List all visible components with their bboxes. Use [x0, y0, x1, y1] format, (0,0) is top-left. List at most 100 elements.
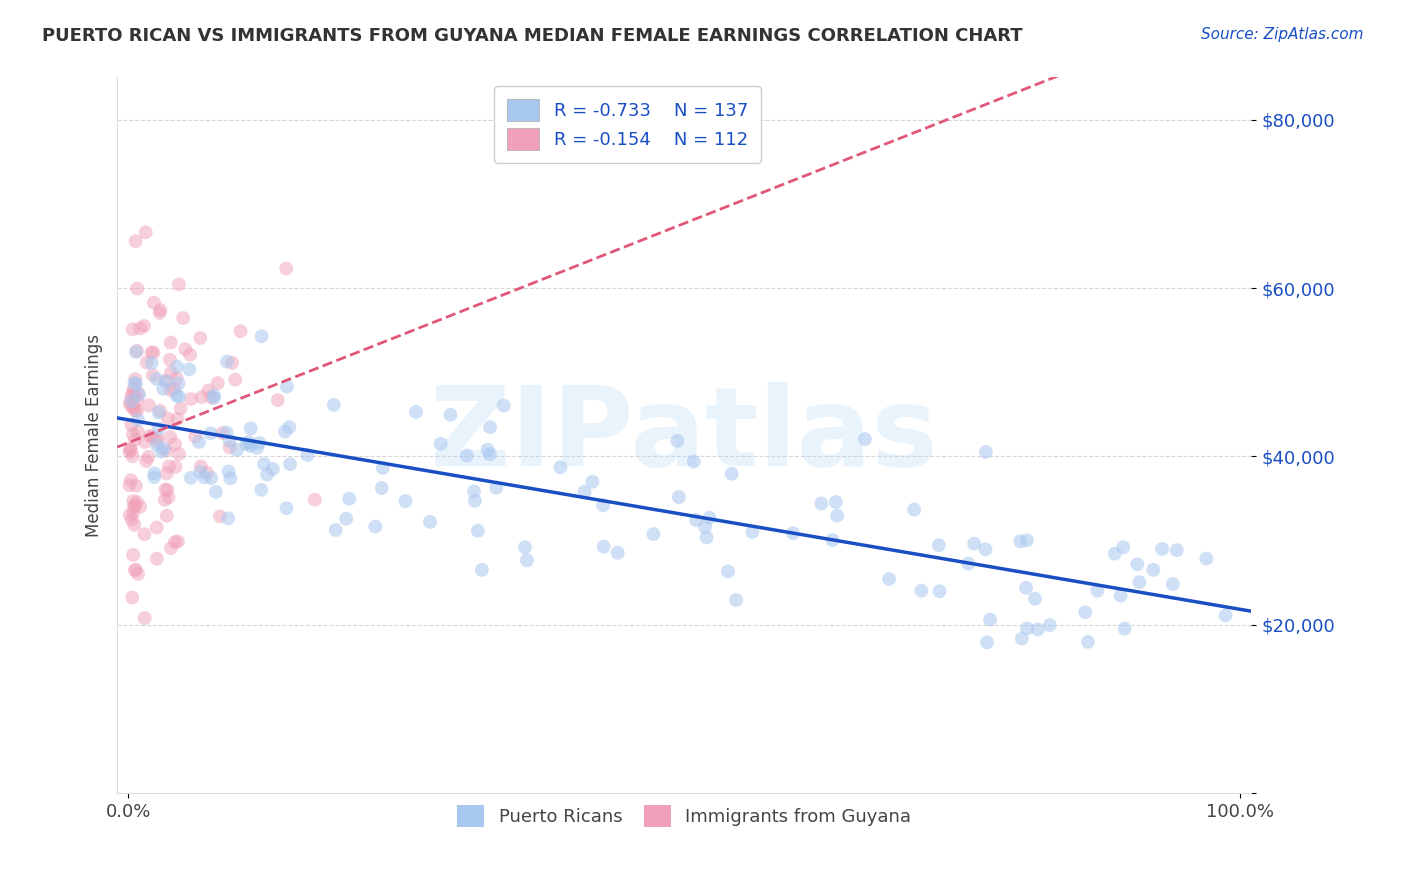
- Point: [821, 533, 844, 547]
- Point: [159, 352, 181, 367]
- Point: [202, 388, 225, 402]
- Point: [371, 481, 394, 495]
- Point: [581, 475, 603, 489]
- Point: [160, 366, 183, 380]
- Point: [1114, 622, 1136, 636]
- Point: [267, 393, 290, 408]
- Point: [928, 584, 950, 599]
- Point: [810, 496, 832, 510]
- Point: [643, 527, 665, 541]
- Point: [200, 391, 222, 405]
- Point: [464, 493, 486, 508]
- Point: [825, 508, 848, 523]
- Point: [337, 491, 360, 506]
- Point: [335, 512, 357, 526]
- Point: [167, 389, 190, 403]
- Point: [1104, 547, 1126, 561]
- Point: [152, 382, 174, 396]
- Point: [156, 411, 179, 425]
- Point: [122, 381, 145, 395]
- Point: [169, 401, 191, 416]
- Point: [122, 500, 145, 514]
- Point: [513, 540, 536, 554]
- Point: [160, 541, 183, 556]
- Point: [720, 467, 742, 481]
- Point: [247, 436, 270, 450]
- Point: [725, 593, 748, 607]
- Point: [190, 390, 212, 404]
- Text: ZIPatlas: ZIPatlas: [430, 382, 938, 489]
- Point: [699, 510, 721, 524]
- Point: [120, 442, 142, 457]
- Point: [219, 471, 242, 485]
- Point: [205, 484, 228, 499]
- Point: [121, 513, 143, 527]
- Point: [124, 388, 146, 402]
- Point: [145, 372, 167, 386]
- Point: [134, 611, 156, 625]
- Point: [179, 348, 201, 362]
- Point: [149, 306, 172, 320]
- Point: [256, 467, 278, 482]
- Point: [136, 450, 159, 464]
- Point: [148, 405, 170, 419]
- Y-axis label: Median Female Earnings: Median Female Earnings: [86, 334, 103, 537]
- Point: [479, 420, 502, 434]
- Point: [197, 384, 219, 398]
- Point: [276, 501, 298, 516]
- Point: [120, 417, 142, 432]
- Point: [122, 401, 145, 415]
- Point: [188, 465, 211, 479]
- Point: [149, 303, 172, 318]
- Point: [215, 425, 238, 440]
- Point: [278, 457, 301, 471]
- Point: [118, 478, 141, 492]
- Point: [1215, 608, 1237, 623]
- Point: [471, 563, 494, 577]
- Point: [217, 511, 239, 525]
- Point: [1109, 589, 1132, 603]
- Point: [246, 441, 269, 455]
- Point: [202, 391, 225, 405]
- Legend: Puerto Ricans, Immigrants from Guyana: Puerto Ricans, Immigrants from Guyana: [450, 798, 918, 834]
- Point: [485, 481, 508, 495]
- Point: [159, 335, 181, 350]
- Point: [129, 321, 152, 335]
- Point: [166, 412, 188, 426]
- Point: [155, 374, 177, 388]
- Point: [141, 430, 163, 444]
- Point: [184, 429, 207, 443]
- Point: [125, 376, 148, 391]
- Point: [1142, 563, 1164, 577]
- Point: [1039, 618, 1062, 632]
- Point: [120, 398, 142, 412]
- Point: [274, 425, 297, 439]
- Point: [132, 318, 155, 333]
- Point: [928, 538, 950, 552]
- Point: [1150, 542, 1173, 557]
- Point: [1017, 622, 1039, 636]
- Point: [121, 322, 143, 336]
- Point: [250, 483, 273, 497]
- Point: [166, 359, 188, 374]
- Point: [129, 500, 152, 514]
- Point: [167, 376, 190, 391]
- Point: [1112, 541, 1135, 555]
- Point: [976, 635, 998, 649]
- Point: [134, 527, 156, 541]
- Point: [478, 447, 501, 461]
- Text: PUERTO RICAN VS IMMIGRANTS FROM GUYANA MEDIAN FEMALE EARNINGS CORRELATION CHART: PUERTO RICAN VS IMMIGRANTS FROM GUYANA M…: [42, 27, 1022, 45]
- Point: [156, 467, 179, 481]
- Point: [163, 382, 186, 396]
- Point: [167, 534, 190, 549]
- Point: [1011, 632, 1033, 646]
- Point: [190, 459, 212, 474]
- Point: [364, 519, 387, 533]
- Point: [218, 434, 240, 448]
- Point: [128, 387, 150, 401]
- Point: [122, 427, 145, 442]
- Point: [124, 499, 146, 513]
- Point: [516, 553, 538, 567]
- Point: [125, 563, 148, 577]
- Point: [325, 523, 347, 537]
